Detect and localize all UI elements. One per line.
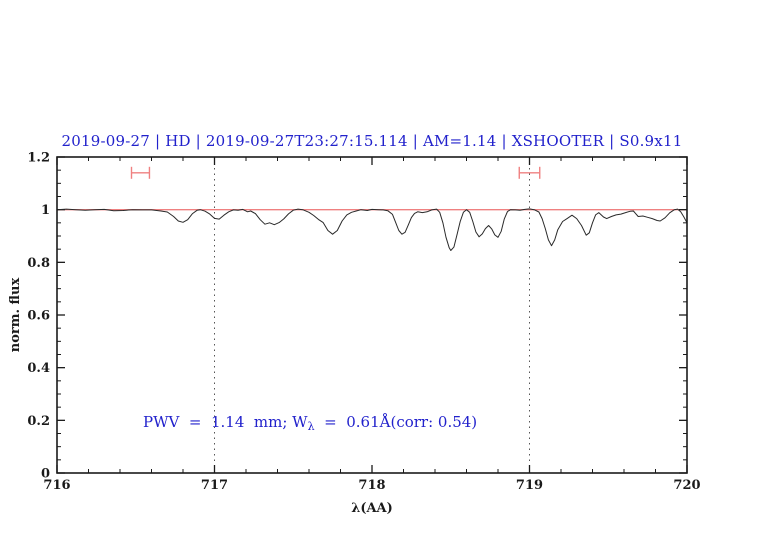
pwv-annotation: PWV = 1.14 mm; Wλ = 0.61Å(corr: 0.54) bbox=[143, 413, 478, 433]
y-axis-label: norm. flux bbox=[8, 278, 23, 353]
y-tick-label: 0.8 bbox=[27, 256, 50, 271]
x-tick-label: 720 bbox=[673, 478, 700, 493]
x-tick-label: 716 bbox=[43, 478, 70, 493]
x-tick-label: 719 bbox=[516, 478, 543, 493]
annotation-pre: PWV = 1.14 mm; W bbox=[143, 413, 308, 431]
x-tick-label: 717 bbox=[201, 478, 228, 493]
x-axis-label: λ(AA) bbox=[351, 501, 393, 516]
annotation-post: = 0.61Å(corr: 0.54) bbox=[314, 413, 478, 431]
y-tick-label: 1 bbox=[41, 203, 50, 218]
plot-title: 2019-09-27 | HD | 2019-09-27T23:27:15.11… bbox=[61, 132, 683, 150]
y-tick-label: 0.4 bbox=[27, 361, 50, 376]
y-tick-label: 0.6 bbox=[27, 309, 50, 324]
axis-tick-labels: 716 717 718 719 720 0 0.2 0.4 0.6 0.8 1 1.2 bbox=[27, 151, 700, 494]
spectrum-line bbox=[56, 208, 688, 251]
y-tick-label: 1.2 bbox=[27, 151, 50, 166]
x-tick-label: 718 bbox=[358, 478, 385, 493]
y-tick-label: 0 bbox=[41, 467, 50, 482]
y-tick-label: 0.2 bbox=[27, 414, 50, 429]
annotation-lambda-subscript: λ bbox=[307, 420, 315, 433]
wavelength-errorbar-markers bbox=[130, 166, 541, 179]
plot-frame bbox=[56, 156, 688, 474]
